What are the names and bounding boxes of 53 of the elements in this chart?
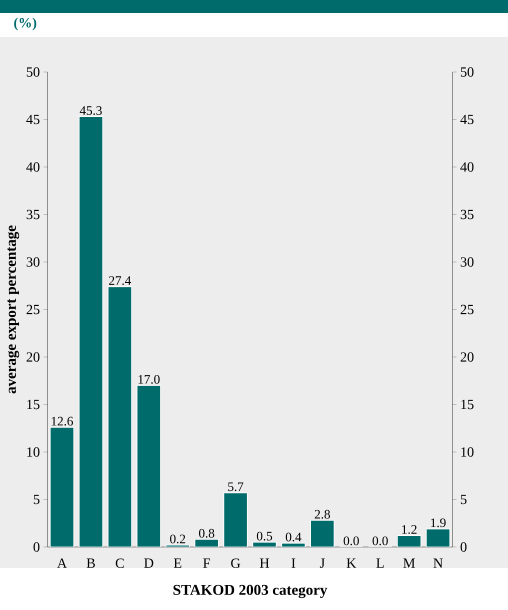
- data-label: 17.0: [138, 374, 160, 384]
- y2-tick-label: 35: [460, 210, 474, 220]
- y-tick-label: 45: [26, 114, 40, 124]
- data-label: 2.8: [314, 510, 330, 519]
- x-tick-label: M: [403, 558, 415, 568]
- data-label: 27.4: [109, 276, 132, 285]
- y-axis-title: average export percentage: [7, 225, 20, 394]
- y-tick-label: 30: [26, 257, 40, 267]
- y-tick-label: 5: [34, 494, 40, 504]
- data-label: 0.5: [256, 532, 272, 541]
- y-tick-label: 15: [27, 400, 40, 410]
- data-label: 0.4: [286, 532, 302, 542]
- x-tick-label: E: [174, 558, 182, 568]
- data-label: 12.6: [52, 416, 73, 426]
- data-label: 0.0: [372, 536, 388, 546]
- x-tick-label: I: [292, 558, 296, 568]
- x-tick-label: F: [203, 558, 210, 568]
- chart-subtitle: (%): [14, 18, 36, 30]
- x-tick-label: D: [144, 558, 154, 568]
- y2-tick-label: 30: [460, 257, 474, 267]
- x-tick-label: L: [376, 558, 384, 568]
- data-label: 1.9: [431, 518, 446, 528]
- y-tick-label: 20: [26, 352, 40, 362]
- x-tick-label: G: [231, 558, 240, 568]
- y2-tick-label: 5: [460, 494, 467, 504]
- x-tick-label: K: [346, 558, 356, 568]
- y-tick-label: 50: [26, 67, 40, 77]
- y-tick-label: 25: [26, 304, 40, 314]
- x-tick-label: A: [57, 558, 67, 568]
- x-tick-label: N: [433, 558, 443, 568]
- x-tick-label: J: [320, 558, 325, 568]
- data-label: 1.2: [402, 525, 417, 534]
- y2-tick-label: 10: [461, 447, 474, 457]
- data-label: 0.0: [344, 536, 359, 546]
- y-tick-label: 40: [26, 162, 40, 172]
- x-tick-label: C: [116, 558, 124, 568]
- y2-tick-label: 45: [460, 114, 474, 124]
- data-label: 45.3: [80, 106, 102, 115]
- y-tick-label: 35: [26, 210, 40, 220]
- x-axis-title: STAKOD 2003 category: [173, 584, 328, 598]
- y2-tick-label: 25: [460, 304, 474, 314]
- data-label: 0.2: [170, 534, 186, 544]
- data-label: 0.8: [199, 528, 214, 538]
- x-tick-label: H: [260, 558, 270, 568]
- y2-tick-label: 50: [460, 67, 474, 77]
- y2-tick-label: 20: [460, 352, 474, 362]
- data-label: 5.7: [228, 482, 244, 492]
- x-tick-label: B: [86, 558, 95, 568]
- y2-tick-label: 15: [461, 400, 474, 410]
- y2-tick-label: 40: [460, 162, 474, 172]
- y2-tick-label: 0: [460, 542, 467, 552]
- y-tick-label: 0: [34, 542, 40, 552]
- y-tick-label: 10: [27, 447, 40, 457]
